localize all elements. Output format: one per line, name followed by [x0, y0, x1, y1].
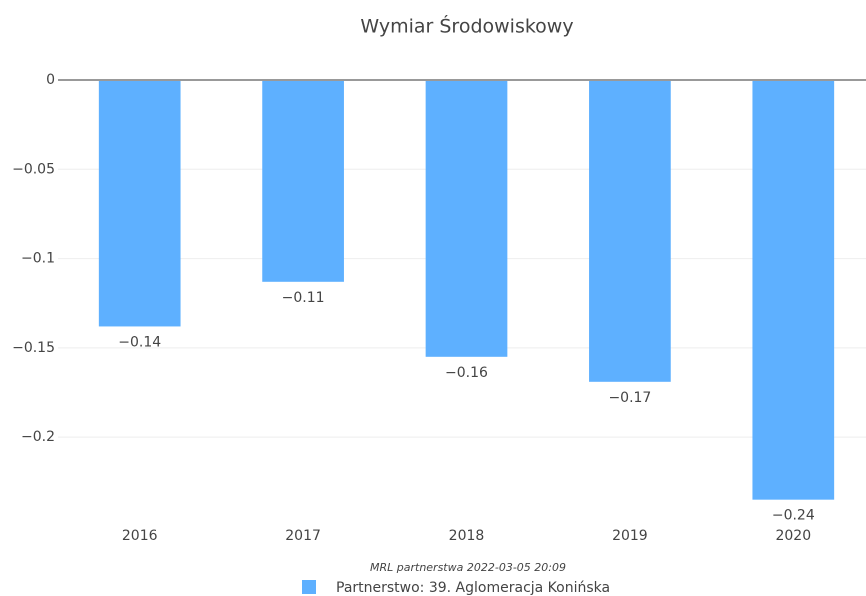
data-label: −0.14 [118, 334, 161, 350]
y-tick-label: 0 [46, 72, 55, 88]
legend-label: Partnerstwo: 39. Aglomeracja Konińska [336, 580, 610, 596]
y-tick-label: −0.15 [12, 340, 55, 356]
y-tick-label: −0.1 [21, 251, 55, 267]
x-tick-label: 2020 [775, 528, 811, 544]
bar [98, 80, 181, 327]
chart-title: Wymiar Środowiskowy [360, 14, 573, 38]
data-label: −0.11 [282, 290, 325, 306]
data-label: −0.17 [608, 390, 651, 406]
bar [589, 80, 671, 382]
annotation: MRL partnerstwa 2022-03-05 20:09 [370, 561, 566, 574]
y-tick-label: −0.05 [12, 161, 55, 177]
data-label: −0.16 [445, 365, 488, 381]
legend-swatch [302, 580, 316, 594]
bar [262, 80, 344, 282]
y-tick-label: −0.2 [21, 429, 55, 445]
x-tick-label: 2018 [449, 528, 485, 544]
data-label: −0.24 [772, 508, 815, 524]
bar [752, 80, 835, 500]
x-tick-label: 2017 [285, 528, 321, 544]
x-tick-label: 2019 [612, 528, 648, 544]
x-tick-label: 2016 [122, 528, 158, 544]
bar [425, 80, 508, 357]
